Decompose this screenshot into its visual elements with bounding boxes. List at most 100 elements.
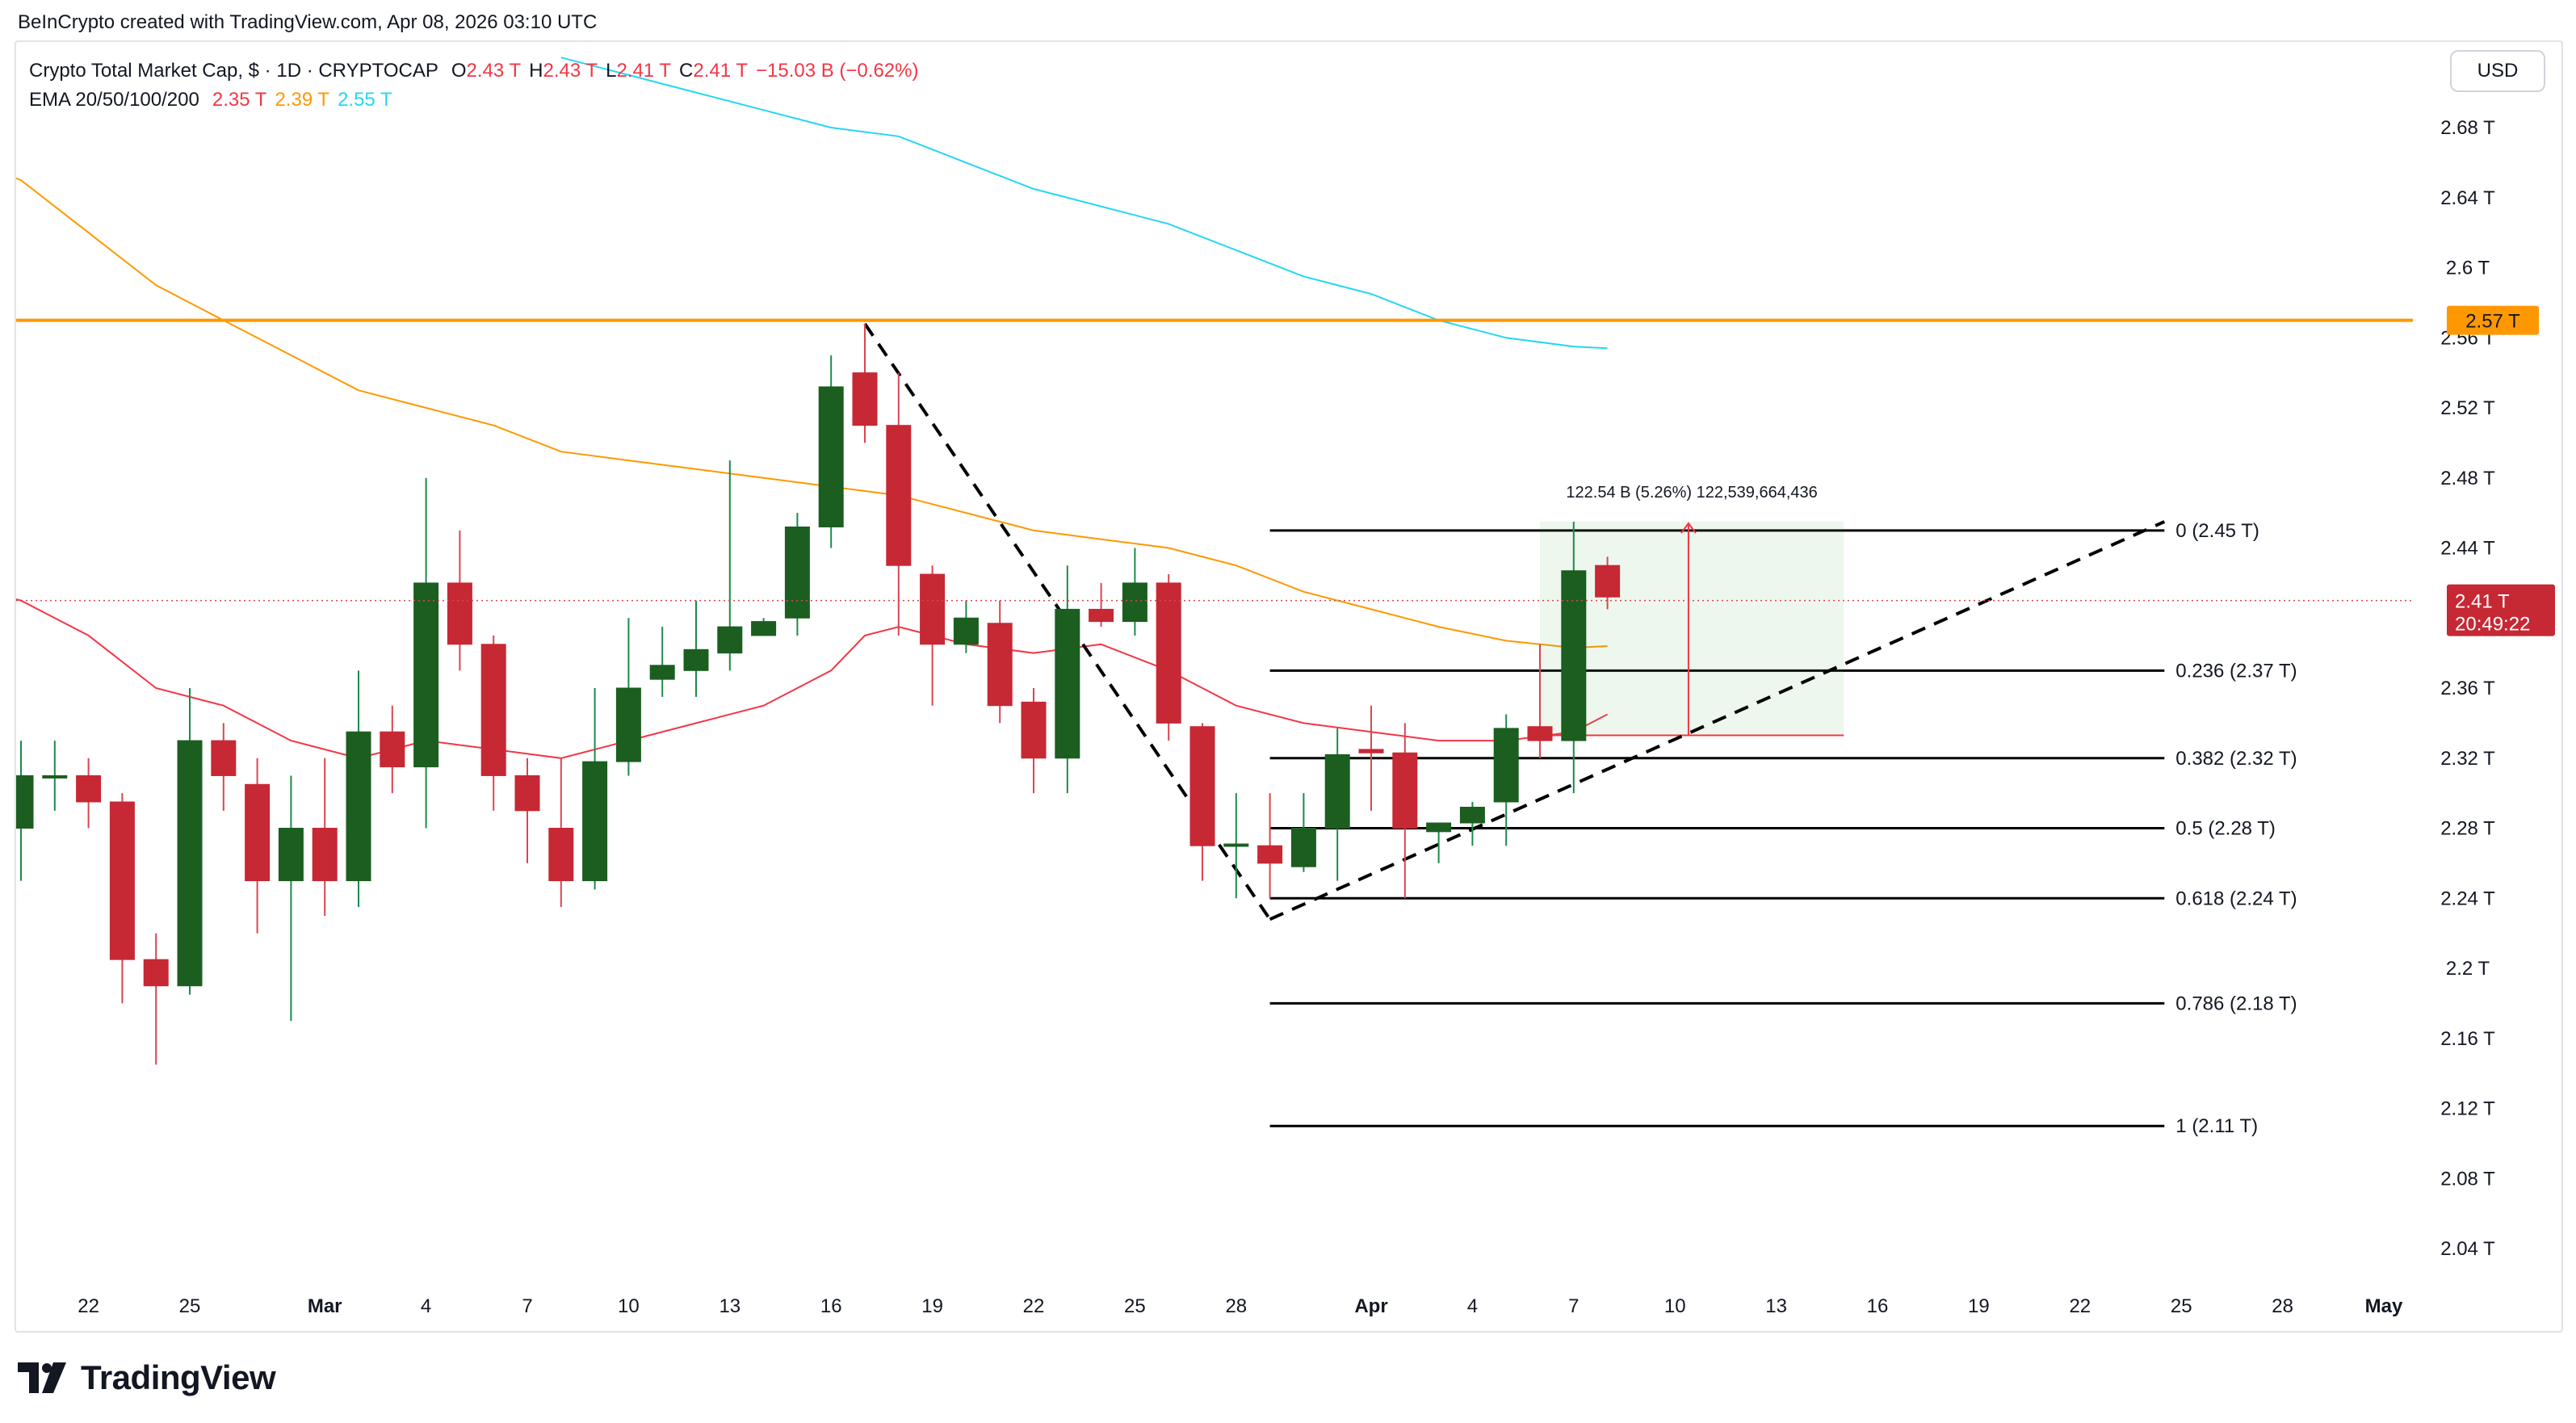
candle-body[interactable]: [514, 774, 540, 812]
candle-body[interactable]: [1459, 806, 1485, 824]
ema-indicator-label[interactable]: EMA 20/50/100/200: [29, 89, 199, 111]
candle-body[interactable]: [1527, 726, 1553, 741]
x-tick-label: Apr: [1354, 1295, 1387, 1317]
candle-body[interactable]: [649, 665, 675, 680]
chart-legend: Crypto Total Market Cap, $ · 1D · CRYPTO…: [29, 57, 918, 115]
x-tick-label: 22: [1023, 1295, 1045, 1317]
candle-body[interactable]: [312, 828, 338, 882]
candle-body[interactable]: [76, 774, 102, 803]
measure-box[interactable]: [1540, 521, 1844, 736]
x-tick-label: 22: [2069, 1295, 2091, 1317]
candle-body[interactable]: [1189, 726, 1215, 846]
candle-body[interactable]: [1392, 752, 1418, 829]
candle-body[interactable]: [42, 774, 68, 779]
candle-body[interactable]: [582, 761, 608, 882]
x-tick-label: 4: [421, 1295, 431, 1317]
candle-body[interactable]: [177, 740, 203, 987]
y-tick-label: 2.16 T: [2440, 1028, 2495, 1050]
symbol-title[interactable]: Crypto Total Market Cap, $ · 1D · CRYPTO…: [29, 60, 438, 82]
currency-button[interactable]: USD: [2450, 50, 2545, 92]
fib-level-label: 0.382 (2.32 T): [2175, 748, 2297, 770]
ascending-trendline[interactable]: [1269, 520, 2166, 921]
candle-body[interactable]: [346, 731, 371, 882]
y-tick-label: 2.2 T: [2446, 958, 2490, 980]
candle-body[interactable]: [615, 687, 641, 762]
measure-label: 122.54 B (5.26%) 122,539,664,436: [1566, 484, 1817, 502]
x-tick-label: 25: [179, 1295, 201, 1317]
fib-level-label: 0.618 (2.24 T): [2175, 888, 2297, 909]
resistance-price-badge: [2447, 305, 2539, 335]
fib-level-label: 0.786 (2.18 T): [2175, 993, 2297, 1014]
candle-body[interactable]: [1324, 753, 1350, 829]
fib-level-label: 0.5 (2.28 T): [2175, 818, 2276, 840]
tradingview-logo[interactable]: TradingView: [18, 1354, 276, 1402]
candle-body[interactable]: [1426, 822, 1452, 833]
x-tick-label: 10: [618, 1295, 640, 1317]
ohlc-open: O2.43 T: [451, 60, 522, 82]
candle-body[interactable]: [852, 372, 878, 426]
x-tick-label: Mar: [308, 1295, 342, 1317]
x-tick-label: 10: [1664, 1295, 1686, 1317]
x-tick-label: 28: [2272, 1295, 2293, 1317]
candle-body[interactable]: [1021, 701, 1047, 759]
candle-body[interactable]: [1055, 608, 1080, 759]
candle-body[interactable]: [751, 621, 777, 636]
ema50-value: 2.39 T: [275, 89, 330, 111]
candle-body[interactable]: [480, 644, 506, 776]
candle-body[interactable]: [1358, 749, 1384, 753]
candle-body[interactable]: [987, 623, 1013, 707]
candle-body[interactable]: [1257, 845, 1283, 864]
candle-body[interactable]: [1493, 728, 1519, 803]
candle-body[interactable]: [143, 959, 169, 987]
candle-body[interactable]: [109, 801, 135, 960]
candle-body[interactable]: [1156, 582, 1181, 724]
y-tick-label: 2.52 T: [2440, 397, 2495, 419]
x-tick-label: 16: [820, 1295, 842, 1317]
resistance-price-label: 2.57 T: [2465, 311, 2520, 333]
y-tick-label: 2.08 T: [2440, 1168, 2495, 1190]
x-tick-label: 7: [522, 1295, 532, 1317]
ohlc-change: −15.03 B (−0.62%): [756, 60, 919, 82]
candle-body[interactable]: [1223, 843, 1249, 847]
candle-body[interactable]: [784, 526, 810, 619]
candle-body[interactable]: [1290, 828, 1316, 867]
candle-body[interactable]: [953, 617, 979, 645]
ema20-line: [16, 598, 1609, 759]
candle-body[interactable]: [1089, 608, 1114, 623]
candle-body[interactable]: [380, 731, 405, 768]
candle-body[interactable]: [9, 774, 34, 829]
candle-body[interactable]: [920, 573, 946, 645]
x-tick-label: 7: [1568, 1295, 1579, 1317]
ema20-value: 2.35 T: [212, 89, 267, 111]
fib-level-label: 0 (2.45 T): [2175, 520, 2259, 542]
fib-level-label: 1 (2.11 T): [2175, 1115, 2258, 1137]
candle-body[interactable]: [1595, 565, 1621, 598]
x-tick-label: May: [2365, 1295, 2403, 1317]
candle-body[interactable]: [548, 828, 574, 882]
ohlc-close: C2.41 T: [679, 60, 748, 82]
x-tick-label: 22: [78, 1295, 99, 1317]
ema100-value: 2.55 T: [338, 89, 392, 111]
candle-body[interactable]: [245, 783, 271, 882]
ohlc-low: L2.41 T: [606, 60, 672, 82]
tradingview-wordmark: TradingView: [81, 1358, 276, 1396]
candle-body[interactable]: [683, 649, 709, 671]
candle-body[interactable]: [1122, 582, 1147, 623]
chart-panel[interactable]: [15, 40, 2563, 1333]
candle-body[interactable]: [818, 386, 844, 527]
fib-level-label: 0.236 (2.37 T): [2175, 660, 2297, 682]
last-price-label: 2.41 T: [2455, 591, 2510, 613]
candle-body[interactable]: [1561, 570, 1587, 741]
candle-body[interactable]: [447, 582, 472, 645]
candle-body[interactable]: [211, 740, 237, 776]
candle-body[interactable]: [717, 626, 743, 654]
y-tick-label: 2.44 T: [2440, 538, 2495, 560]
candle-body[interactable]: [278, 828, 304, 882]
measure-arrow-head: [1680, 522, 1697, 534]
candle-body[interactable]: [886, 425, 912, 566]
candle-body[interactable]: [413, 582, 439, 768]
last-price-badge: [2447, 584, 2555, 636]
y-tick-label: 2.04 T: [2440, 1238, 2495, 1260]
x-tick-label: 13: [1765, 1295, 1787, 1317]
